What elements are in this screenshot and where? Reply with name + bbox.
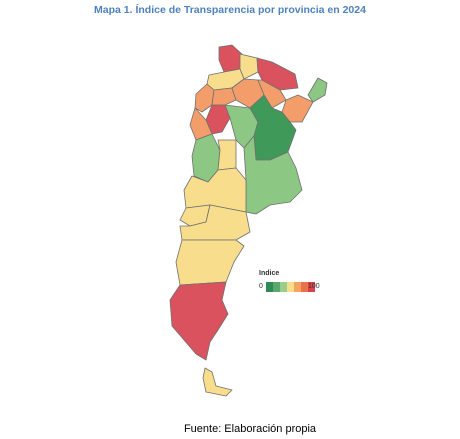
region-misiones[interactable]: [307, 77, 328, 103]
legend-swatch: [294, 282, 301, 292]
legend-swatch: [273, 282, 280, 292]
region-jujuy[interactable]: [218, 44, 244, 73]
legend-swatch: [266, 282, 273, 292]
legend-swatch: [308, 282, 315, 292]
region-salta-north[interactable]: [239, 53, 259, 80]
legend-swatch: [280, 282, 287, 292]
map-title: Mapa 1. Índice de Transparencia por prov…: [94, 4, 366, 16]
legend-title: Indice: [259, 270, 280, 277]
legend-swatch: [301, 282, 308, 292]
legend-max-label: 100: [308, 283, 320, 290]
region-formosa-north[interactable]: [256, 57, 299, 91]
legend-swatch: [287, 282, 294, 292]
source-note: Fuente: Elaboración propia: [183, 423, 317, 435]
legend-color-bar: [266, 282, 315, 292]
legend-min-label: 0: [259, 283, 263, 290]
region-chubut[interactable]: [175, 239, 245, 286]
region-tucuman[interactable]: [211, 87, 237, 106]
region-santa-cruz[interactable]: [169, 281, 229, 361]
region-tierra-del-fuego[interactable]: [202, 367, 233, 397]
region-mendoza[interactable]: [183, 167, 247, 213]
region-san-luis[interactable]: [217, 139, 237, 171]
